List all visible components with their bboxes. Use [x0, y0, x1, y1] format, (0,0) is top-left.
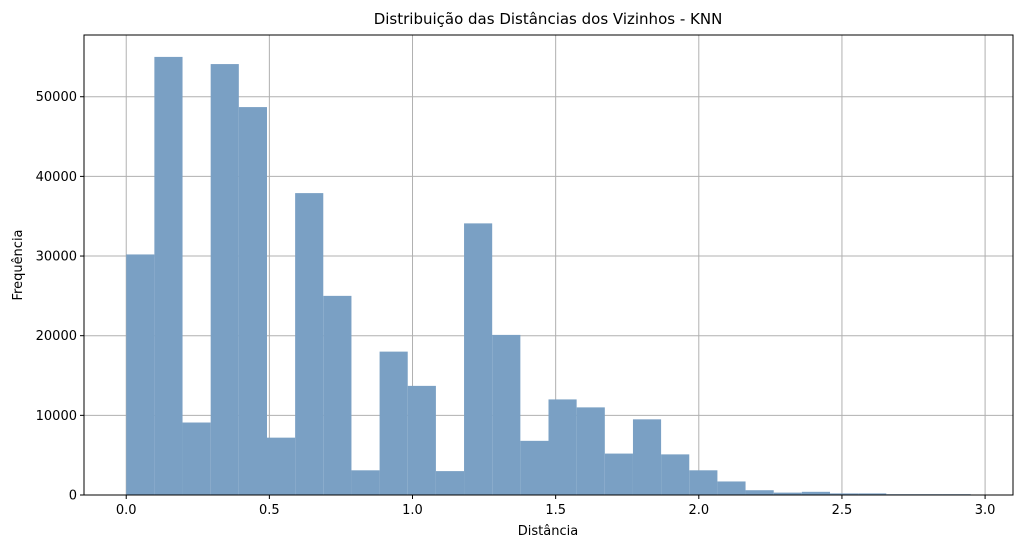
histogram-bar: [435, 471, 465, 495]
x-tick-label: 0.5: [259, 503, 280, 518]
plot-frame: [83, 34, 1014, 496]
histogram-bar: [492, 334, 521, 495]
histogram-bar: [464, 223, 493, 495]
histogram-bar: [238, 107, 267, 495]
x-tick-label: 1.0: [402, 503, 423, 518]
x-tick-label: 0.0: [116, 503, 137, 518]
histogram-bar: [773, 492, 802, 495]
histogram-bar: [632, 419, 662, 495]
x-axis-label: Distância: [518, 524, 578, 539]
y-tick-label: 10000: [36, 409, 77, 424]
x-tick-label: 1.5: [545, 503, 566, 518]
histogram-bar: [745, 490, 774, 495]
histogram-bar: [407, 385, 436, 495]
histogram-bar: [154, 56, 183, 496]
x-tick-label: 2.0: [688, 503, 709, 518]
histogram-bar: [210, 64, 239, 495]
x-tick-label: 3.0: [975, 503, 996, 518]
histogram-bar: [801, 491, 831, 495]
y-axis-label: Frequência: [11, 229, 26, 300]
y-tick-label: 40000: [36, 170, 77, 185]
histogram-bar: [858, 493, 887, 495]
histogram-bar: [604, 453, 633, 495]
bars-layer: [126, 56, 971, 496]
histogram-bar: [351, 470, 380, 495]
histogram-bar: [323, 295, 352, 495]
histogram-bar: [548, 399, 577, 495]
y-tick-label: 30000: [36, 250, 77, 265]
y-tick-label: 20000: [36, 329, 77, 344]
y-tick-label: 0: [69, 489, 77, 504]
histogram-bar: [379, 351, 408, 495]
y-tick-label: 50000: [36, 90, 77, 105]
histogram-bar: [576, 407, 605, 495]
x-tick-label: 2.5: [832, 503, 853, 518]
histogram-bar: [126, 254, 155, 495]
chart-title: Distribuição das Distâncias dos Vizinhos…: [374, 10, 723, 28]
histogram-bar: [182, 422, 211, 495]
histogram-bar: [295, 193, 324, 495]
histogram-bar: [717, 481, 746, 495]
y-axis-ticks: 0 10000 20000 30000 40000 50000: [36, 90, 84, 504]
histogram-bar: [689, 470, 718, 495]
x-axis-ticks: 0.0 0.5 1.0 1.5 2.0 2.5 3.0: [116, 495, 996, 518]
histogram-bar: [830, 493, 859, 495]
histogram-bar: [661, 454, 690, 495]
histogram-bar: [520, 440, 549, 495]
histogram-bar: [266, 437, 296, 495]
